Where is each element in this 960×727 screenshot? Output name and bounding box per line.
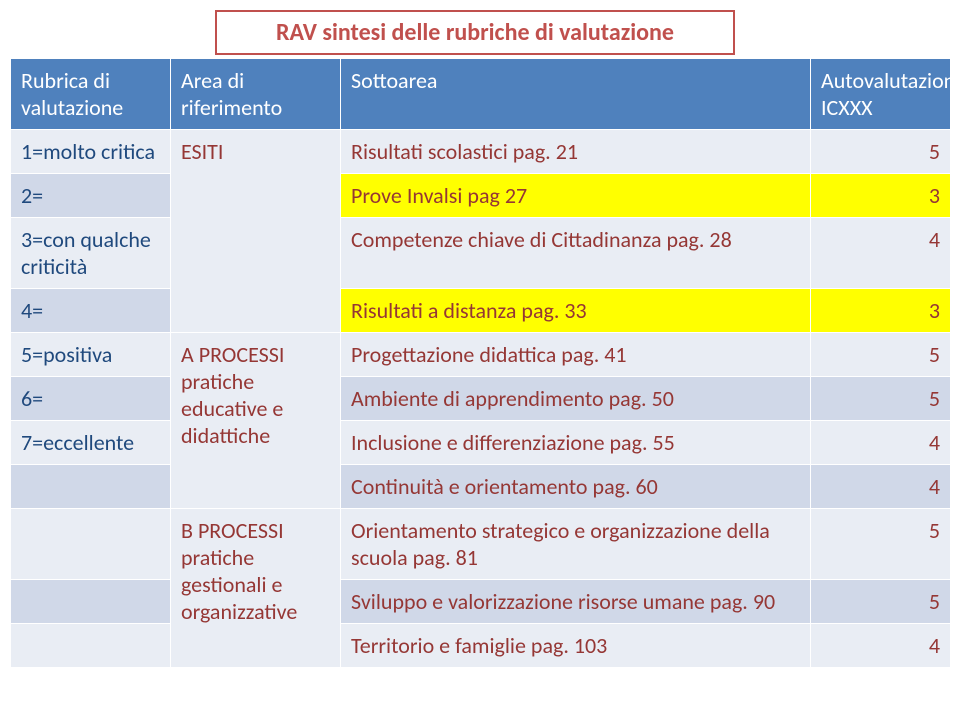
subarea-cell: Inclusione e differenziazione pag. 55 — [341, 421, 811, 465]
score-cell: 4 — [811, 465, 951, 509]
score-cell: 4 — [811, 218, 951, 289]
table-row: Sviluppo e valorizzazione risorse umane … — [11, 580, 951, 624]
area-esiti: ESITI — [171, 130, 341, 333]
header-col1: Rubrica di valutazione — [11, 59, 171, 130]
score-cell: 4 — [811, 421, 951, 465]
header-col3: Sottoarea — [341, 59, 811, 130]
legend-cell: 5=positiva — [11, 333, 171, 377]
subarea-cell: Risultati a distanza pag. 33 — [341, 289, 811, 333]
subarea-cell: Risultati scolastici pag. 21 — [341, 130, 811, 174]
score-cell: 5 — [811, 377, 951, 421]
legend-cell: 1=molto critica — [11, 130, 171, 174]
score-cell: 3 — [811, 289, 951, 333]
area-bprocessi: B PROCESSI pratiche gestionali e organiz… — [171, 509, 341, 668]
page-title: RAV sintesi delle rubriche di valutazion… — [215, 10, 735, 55]
table-row: 3=con qualche criticità Competenze chiav… — [11, 218, 951, 289]
legend-cell — [11, 580, 171, 624]
header-col4: Autovalutazione ICXXX — [811, 59, 951, 130]
legend-cell — [11, 465, 171, 509]
score-cell: 5 — [811, 130, 951, 174]
table-row: B PROCESSI pratiche gestionali e organiz… — [11, 509, 951, 580]
table-header-row: Rubrica di valutazione Area di riferimen… — [11, 59, 951, 130]
table-row: 2= Prove Invalsi pag 27 3 — [11, 174, 951, 218]
subarea-cell: Continuità e orientamento pag. 60 — [341, 465, 811, 509]
legend-cell: 3=con qualche criticità — [11, 218, 171, 289]
subarea-cell: Progettazione didattica pag. 41 — [341, 333, 811, 377]
score-cell: 5 — [811, 580, 951, 624]
score-cell: 3 — [811, 174, 951, 218]
score-cell: 5 — [811, 509, 951, 580]
evaluation-table: Rubrica di valutazione Area di riferimen… — [10, 58, 951, 668]
legend-cell: 2= — [11, 174, 171, 218]
table-row: 1=molto critica ESITI Risultati scolasti… — [11, 130, 951, 174]
subarea-cell: Prove Invalsi pag 27 — [341, 174, 811, 218]
legend-cell — [11, 509, 171, 580]
table-row: 6= Ambiente di apprendimento pag. 50 5 — [11, 377, 951, 421]
subarea-cell: Sviluppo e valorizzazione risorse umane … — [341, 580, 811, 624]
table-row: 5=positiva A PROCESSI pratiche educative… — [11, 333, 951, 377]
subarea-cell: Ambiente di apprendimento pag. 50 — [341, 377, 811, 421]
table-row: Continuità e orientamento pag. 60 4 — [11, 465, 951, 509]
legend-cell: 6= — [11, 377, 171, 421]
area-aprocessi: A PROCESSI pratiche educative e didattic… — [171, 333, 341, 509]
legend-cell: 7=eccellente — [11, 421, 171, 465]
legend-cell — [11, 624, 171, 668]
score-cell: 5 — [811, 333, 951, 377]
subarea-cell: Orientamento strategico e organizzazione… — [341, 509, 811, 580]
table-row: 7=eccellente Inclusione e differenziazio… — [11, 421, 951, 465]
table-row: 4= Risultati a distanza pag. 33 3 — [11, 289, 951, 333]
legend-cell: 4= — [11, 289, 171, 333]
subarea-cell: Territorio e famiglie pag. 103 — [341, 624, 811, 668]
subarea-cell: Competenze chiave di Cittadinanza pag. 2… — [341, 218, 811, 289]
score-cell: 4 — [811, 624, 951, 668]
header-col2: Area di riferimento — [171, 59, 341, 130]
table-row: Territorio e famiglie pag. 103 4 — [11, 624, 951, 668]
